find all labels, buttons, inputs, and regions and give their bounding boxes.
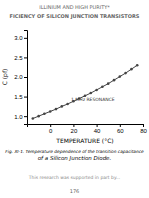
x-axis-title: TEMPERATURE (°C) [55, 137, 113, 144]
y-axis-line [24, 31, 28, 125]
x-tick: 0 [49, 124, 53, 134]
x-tick: 20 [71, 124, 78, 134]
y-tick-mark [24, 38, 27, 39]
x-tick-label: 80 [140, 128, 147, 134]
caption: Fig. XI-1. Temperature dependence of the… [5, 149, 144, 154]
y-tick-mark [24, 97, 27, 98]
caption: of a Silicon Junction Diode. [38, 155, 112, 162]
y-tick-label: 2.0 [14, 74, 23, 80]
data-point [61, 105, 64, 108]
y-tick: 2.0 [14, 74, 27, 80]
x-tick-mark [97, 124, 98, 127]
y-tick: 1.0 [14, 114, 27, 120]
data-point [55, 108, 58, 111]
x-tick: 60 [117, 124, 124, 134]
y-tick-mark [24, 77, 27, 78]
data-point [119, 75, 122, 78]
x-axis: 0 20 40 60 80 [28, 124, 148, 134]
y-tick-label: 1.0 [14, 114, 23, 120]
x-tick-label: 40 [94, 128, 101, 134]
x-tick-mark [143, 124, 144, 127]
x-tick-label: 0 [49, 128, 53, 134]
x-tick-label: 20 [71, 128, 78, 134]
x-tick-mark [73, 124, 74, 127]
annotation: 1 MHz RESONANCE [71, 97, 115, 102]
data-point [101, 85, 104, 88]
y-tick: 2.5 [14, 55, 27, 61]
data-point [90, 92, 93, 95]
plot-area [32, 64, 139, 120]
data-point [113, 79, 116, 82]
x-tick-mark [120, 124, 121, 127]
y-tick-label: 1.5 [14, 94, 23, 100]
footnote: This research was supported in part by..… [28, 175, 120, 180]
y-tick-label: 2.5 [14, 55, 23, 61]
data-point [136, 64, 139, 67]
page-header: ILLINIUM AND HIGH PURITY* [39, 4, 110, 10]
data-point [124, 72, 127, 75]
y-tick-label: 3.0 [14, 35, 23, 41]
data-point [66, 103, 69, 106]
x-tick-mark [50, 124, 51, 127]
x-tick: 80 [140, 124, 147, 134]
x-tick: 40 [94, 124, 101, 134]
data-line [33, 65, 137, 118]
y-axis-title: C (pf) [1, 69, 9, 86]
y-tick: 3.0 [14, 35, 27, 41]
y-axis: 1.0 1.5 2.0 2.5 3.0 [14, 31, 27, 125]
data-point [130, 68, 133, 71]
y-tick: 1.5 [14, 94, 27, 100]
y-tick-mark [24, 57, 27, 58]
page-number: 176 [70, 188, 80, 194]
data-point [49, 110, 52, 113]
data-point [43, 113, 46, 116]
x-axis-line [28, 125, 144, 128]
page-header: FICIENCY OF SILICON JUNCTION TRANSISTORS [10, 13, 140, 19]
y-tick-mark [24, 116, 27, 117]
chart: ILLINIUM AND HIGH PURITY* FICIENCY OF SIL… [0, 0, 149, 198]
data-point [32, 117, 35, 120]
data-point [95, 89, 98, 92]
x-tick-label: 60 [117, 128, 124, 134]
data-point [37, 115, 40, 118]
data-point [107, 82, 110, 85]
